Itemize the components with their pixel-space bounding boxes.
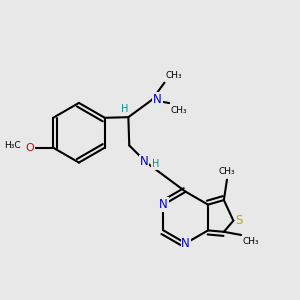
Text: CH₃: CH₃ bbox=[170, 106, 187, 115]
Text: N: N bbox=[182, 237, 190, 250]
Text: S: S bbox=[235, 214, 243, 227]
Text: H: H bbox=[121, 104, 128, 114]
Text: N: N bbox=[159, 198, 168, 211]
Text: N: N bbox=[140, 155, 148, 168]
Text: N: N bbox=[153, 93, 162, 106]
Text: CH₃: CH₃ bbox=[165, 71, 182, 80]
Text: CH₃: CH₃ bbox=[219, 167, 235, 176]
Text: CH₃: CH₃ bbox=[243, 236, 259, 245]
Text: H: H bbox=[152, 159, 159, 169]
Text: O: O bbox=[26, 142, 34, 153]
Text: H₃C: H₃C bbox=[4, 141, 20, 150]
